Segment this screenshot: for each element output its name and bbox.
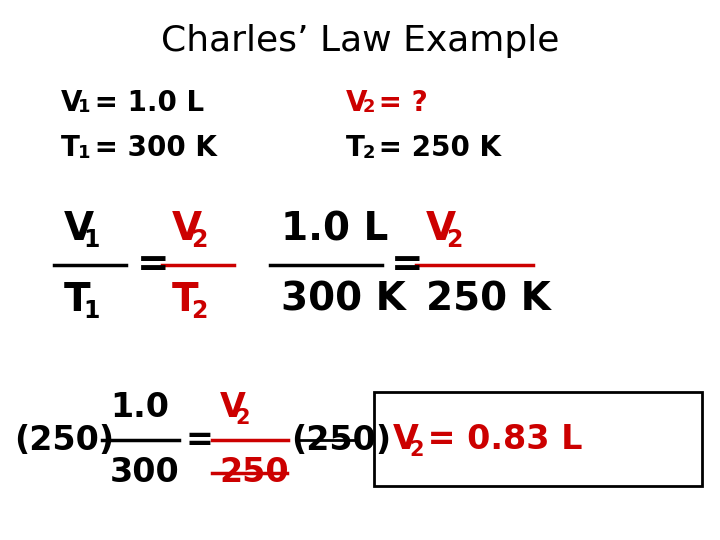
Text: 300 K: 300 K — [281, 281, 405, 319]
Text: V: V — [426, 211, 456, 248]
Text: 2: 2 — [362, 144, 374, 163]
Text: 1: 1 — [78, 98, 90, 117]
Text: = 250 K: = 250 K — [369, 134, 501, 163]
Text: Charles’ Law Example: Charles’ Law Example — [161, 24, 559, 57]
Text: T: T — [61, 134, 80, 163]
Text: 2: 2 — [362, 98, 374, 117]
Text: 250: 250 — [220, 456, 289, 489]
Text: 2: 2 — [192, 299, 208, 322]
Text: (250): (250) — [292, 423, 392, 457]
Text: =: = — [391, 246, 423, 284]
Text: 1: 1 — [78, 144, 90, 163]
Text: T: T — [63, 281, 90, 319]
Text: T: T — [346, 134, 364, 163]
Text: 300: 300 — [110, 456, 180, 489]
Text: 1: 1 — [84, 299, 100, 322]
Text: = 0.83 L: = 0.83 L — [416, 422, 582, 456]
Text: 2: 2 — [410, 440, 424, 460]
Text: V: V — [220, 391, 246, 424]
Text: 250 K: 250 K — [426, 281, 550, 319]
Text: V: V — [346, 89, 367, 117]
Text: =: = — [137, 246, 169, 284]
Text: V: V — [61, 89, 83, 117]
Text: V: V — [63, 211, 94, 248]
Text: (250): (250) — [14, 423, 114, 457]
Text: 2: 2 — [235, 408, 250, 429]
Text: = 1.0 L: = 1.0 L — [85, 89, 204, 117]
Text: 1: 1 — [84, 228, 100, 252]
FancyBboxPatch shape — [374, 392, 702, 486]
Text: = 300 K: = 300 K — [85, 134, 217, 163]
Text: 2: 2 — [192, 228, 208, 252]
Text: =: = — [186, 423, 214, 457]
Text: V: V — [171, 211, 202, 248]
Text: T: T — [171, 281, 198, 319]
Text: = ?: = ? — [369, 89, 428, 117]
Text: 1.0: 1.0 — [110, 391, 169, 424]
Text: 1.0 L: 1.0 L — [281, 211, 388, 248]
Text: 2: 2 — [446, 228, 462, 252]
Text: V: V — [392, 422, 418, 456]
